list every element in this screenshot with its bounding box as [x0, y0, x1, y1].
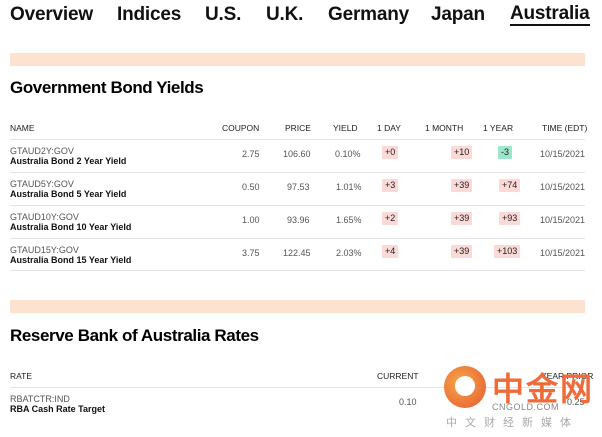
change-1year-badge: +103	[494, 245, 521, 258]
col-year-prior: YEAR PRIOR	[541, 371, 594, 381]
bond-ticker[interactable]: GTAUD5Y:GOV	[10, 179, 74, 189]
rate-year-prior: 0.25	[567, 397, 585, 407]
change-1month-badge: +39	[451, 245, 473, 258]
nav-tab-us[interactable]: U.S.	[205, 4, 242, 25]
bond-table-header: NAME COUPON PRICE YIELD 1 DAY 1 MONTH 1 …	[10, 123, 588, 135]
watermark-tagline: 中文财经新媒体	[446, 417, 579, 429]
bond-coupon: 0.50	[242, 182, 260, 192]
rba-rates-title: Reserve Bank of Australia Rates	[10, 326, 259, 345]
section-divider-band	[10, 300, 585, 313]
change-1year-badge: +74	[499, 179, 521, 192]
nav-tab-uk[interactable]: U.K.	[266, 4, 304, 25]
rate-row-rba-cash[interactable]: RBATCTR:IND RBA Cash Rate Target 0.10 0.…	[10, 387, 585, 427]
nav-tab-indices[interactable]: Indices	[117, 4, 182, 25]
col-coupon: COUPON	[222, 123, 260, 133]
col-time: TIME (EDT)	[542, 123, 588, 133]
change-1month-badge: +39	[451, 212, 473, 225]
bond-name[interactable]: Australia Bond 2 Year Yield	[10, 156, 127, 166]
col-1month: 1 MONTH	[425, 123, 464, 133]
bond-ticker[interactable]: GTAUD2Y:GOV	[10, 146, 74, 156]
bond-yield: 1.01%	[336, 182, 362, 192]
bond-time: 10/15/2021	[540, 182, 586, 192]
bond-time: 10/15/2021	[540, 215, 586, 225]
rates-table-header: RATE CURRENT YEAR PRIOR	[10, 371, 593, 383]
bond-coupon: 2.75	[242, 149, 260, 159]
change-1month-badge: +39	[451, 179, 473, 192]
col-current: CURRENT	[377, 371, 419, 381]
col-1year: 1 YEAR	[483, 123, 514, 133]
change-1year-badge: -3	[498, 146, 513, 159]
bond-name[interactable]: Australia Bond 5 Year Yield	[10, 189, 127, 199]
bond-coupon: 1.00	[242, 215, 260, 225]
change-1day-badge: +3	[382, 179, 399, 192]
bond-row-5y[interactable]: GTAUD5Y:GOV Australia Bond 5 Year Yield …	[10, 172, 585, 204]
bond-row-15y[interactable]: GTAUD15Y:GOV Australia Bond 15 Year Yiel…	[10, 238, 585, 270]
change-1day-badge: +0	[382, 146, 399, 159]
bond-yield: 2.03%	[336, 248, 362, 258]
bond-yields-title: Government Bond Yields	[10, 78, 204, 97]
bond-yield: 0.10%	[335, 149, 361, 159]
market-nav: Overview Indices U.S. U.K. Germany Japan…	[0, 0, 602, 34]
nav-tab-japan[interactable]: Japan	[431, 4, 485, 25]
bond-price: 122.45	[283, 248, 311, 258]
cngold-logo-icon	[444, 366, 486, 408]
change-1year-badge: +93	[499, 212, 521, 225]
nav-tab-germany[interactable]: Germany	[328, 4, 409, 25]
bond-time: 10/15/2021	[540, 149, 586, 159]
col-1day: 1 DAY	[377, 123, 401, 133]
col-rate: RATE	[10, 371, 33, 381]
bond-row-2y[interactable]: GTAUD2Y:GOV Australia Bond 2 Year Yield …	[10, 139, 585, 171]
watermark-brand: 中金网	[492, 371, 595, 407]
nav-tab-australia[interactable]: Australia	[510, 3, 590, 26]
col-price: PRICE	[285, 123, 311, 133]
bond-coupon: 3.75	[242, 248, 260, 258]
bond-name[interactable]: Australia Bond 10 Year Yield	[10, 222, 132, 232]
rate-ticker[interactable]: RBATCTR:IND	[10, 394, 70, 404]
bond-price: 97.53	[287, 182, 310, 192]
watermark-site: CNGOLD.COM	[492, 402, 560, 412]
bond-price: 106.60	[283, 149, 311, 159]
change-1month-badge: +10	[451, 146, 473, 159]
bond-price: 93.96	[287, 215, 310, 225]
change-1day-badge: +4	[382, 245, 399, 258]
col-name: NAME	[10, 123, 35, 133]
bond-name[interactable]: Australia Bond 15 Year Yield	[10, 255, 132, 265]
bond-yield: 1.65%	[336, 215, 362, 225]
change-1day-badge: +2	[382, 212, 399, 225]
rate-name[interactable]: RBA Cash Rate Target	[10, 404, 106, 414]
section-divider-band	[10, 53, 585, 66]
bond-time: 10/15/2021	[540, 248, 586, 258]
col-yield: YIELD	[333, 123, 358, 133]
nav-tab-overview[interactable]: Overview	[10, 4, 93, 25]
bond-ticker[interactable]: GTAUD10Y:GOV	[10, 212, 79, 222]
bond-row-10y[interactable]: GTAUD10Y:GOV Australia Bond 10 Year Yiel…	[10, 205, 585, 237]
cngold-watermark: 中金网 CNGOLD.COM 中文财经新媒体	[440, 362, 602, 437]
bond-ticker[interactable]: GTAUD15Y:GOV	[10, 245, 79, 255]
rate-current: 0.10	[399, 397, 417, 407]
table-bottom-rule	[10, 270, 585, 271]
